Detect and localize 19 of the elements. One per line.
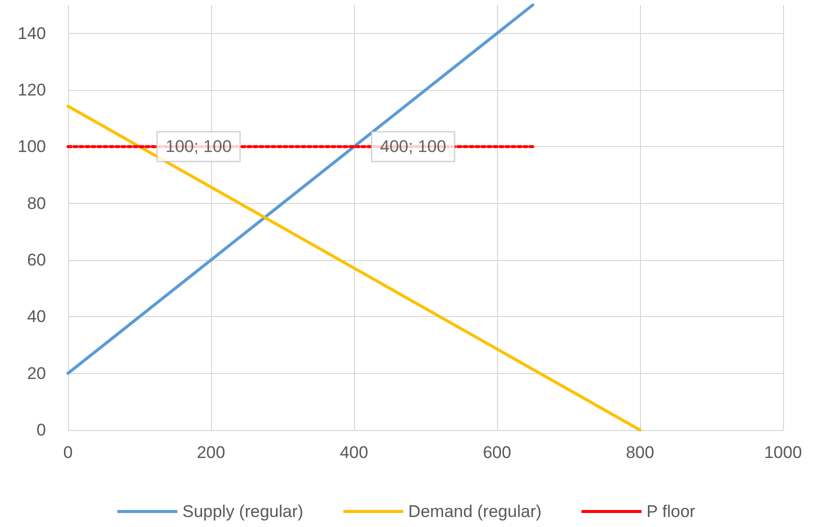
x-tick-label: 600 — [482, 443, 512, 462]
y-tick-label: 0 — [36, 420, 46, 440]
x-tick-label: 1000 — [764, 443, 802, 462]
y-tick-label: 60 — [27, 250, 46, 270]
x-tick-label: 0 — [63, 443, 73, 462]
annotation: 100; 100 — [166, 137, 232, 156]
y-tick-label: 20 — [27, 364, 46, 383]
legend-label: Supply (regular) — [182, 502, 304, 521]
y-tick-label: 140 — [18, 24, 46, 43]
legend-label: Demand (regular) — [408, 502, 542, 521]
y-tick-label: 40 — [27, 307, 46, 326]
x-tick-label: 200 — [196, 443, 226, 462]
annotation: 400; 100 — [380, 137, 446, 156]
y-tick-label: 120 — [18, 80, 46, 100]
y-tick-label: 80 — [27, 194, 46, 213]
x-tick-label: 400 — [340, 443, 368, 462]
y-tick-label: 100 — [18, 137, 46, 156]
legend-label: P floor — [646, 502, 696, 521]
x-tick-label: 800 — [626, 443, 654, 462]
